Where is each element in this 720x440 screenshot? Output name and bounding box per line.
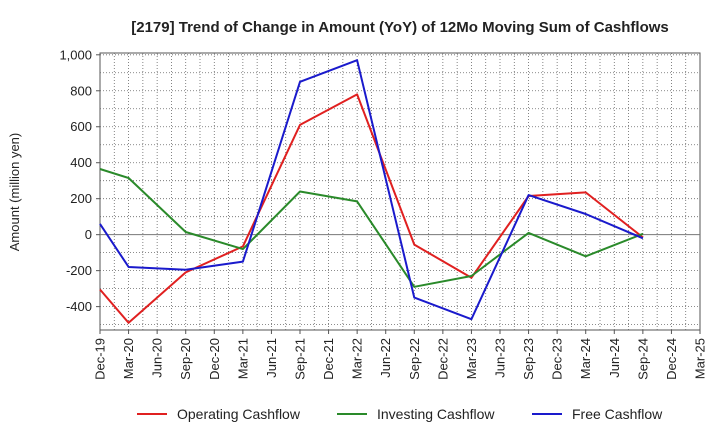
y-tick-label: 0 xyxy=(85,227,92,242)
x-tick-label: Mar-24 xyxy=(578,338,593,379)
y-tick-label: 800 xyxy=(70,83,92,98)
x-tick-label: Sep-21 xyxy=(293,338,308,380)
x-tick-label: Dec-20 xyxy=(207,338,222,380)
x-tick-label: Jun-24 xyxy=(607,338,622,378)
x-tick-label: Sep-24 xyxy=(635,338,650,380)
chart-title: [2179] Trend of Change in Amount (YoY) o… xyxy=(131,19,669,36)
x-tick-label: Mar-20 xyxy=(121,338,136,379)
x-tick-label: Dec-21 xyxy=(321,338,336,380)
series-line-investing-cashflow xyxy=(99,168,644,288)
legend-label-operating-cashflow: Operating Cashflow xyxy=(177,406,301,422)
y-tick-label: 200 xyxy=(70,191,92,206)
x-tick-label: Mar-22 xyxy=(350,338,365,379)
y-tick-label: 1,000 xyxy=(59,47,92,62)
y-tick-label: -200 xyxy=(66,263,92,278)
series-line-free-cashflow xyxy=(99,59,644,321)
x-tick-label: Jun-23 xyxy=(493,338,508,378)
y-axis-label: Amount (million yen) xyxy=(7,133,22,252)
x-tick-label: Jun-22 xyxy=(378,338,393,378)
x-tick-label: Sep-20 xyxy=(178,338,193,380)
x-tick-label: Dec-24 xyxy=(664,338,679,380)
legend-label-investing-cashflow: Investing Cashflow xyxy=(377,406,495,422)
y-tick-label: 600 xyxy=(70,119,92,134)
x-tick-label: Jun-20 xyxy=(150,338,165,378)
x-tick-label: Dec-19 xyxy=(93,338,108,380)
x-tick-label: Jun-21 xyxy=(264,338,279,378)
y-tick-label: -400 xyxy=(66,299,92,314)
y-tick-label: 400 xyxy=(70,155,92,170)
x-tick-label: Mar-25 xyxy=(693,338,708,379)
x-tick-label: Mar-21 xyxy=(235,338,250,379)
x-tick-label: Mar-23 xyxy=(464,338,479,379)
x-tick-label: Sep-23 xyxy=(521,338,536,380)
legend-label-free-cashflow: Free Cashflow xyxy=(572,406,663,422)
series-line-operating-cashflow xyxy=(99,93,644,324)
x-tick-label: Dec-23 xyxy=(550,338,565,380)
x-tick-label: Sep-22 xyxy=(407,338,422,380)
x-tick-label: Dec-22 xyxy=(435,338,450,380)
